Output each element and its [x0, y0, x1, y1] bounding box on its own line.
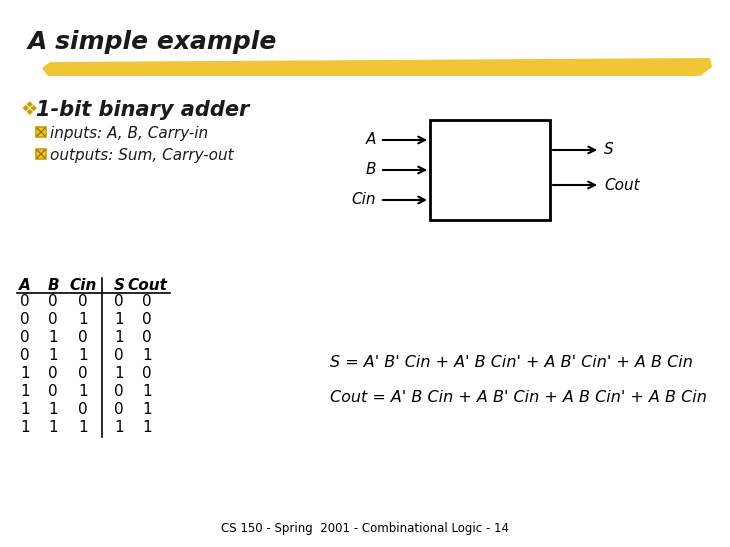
Text: CS 150 - Spring  2001 - Combinational Logic - 14: CS 150 - Spring 2001 - Combinational Log…: [221, 522, 509, 535]
Text: 0: 0: [48, 294, 58, 309]
Text: 1: 1: [48, 420, 58, 435]
Text: A simple example: A simple example: [28, 30, 277, 54]
Text: 0: 0: [114, 348, 124, 363]
Polygon shape: [42, 58, 712, 76]
Text: 1: 1: [114, 312, 124, 327]
Text: 0: 0: [20, 312, 30, 327]
Text: ❖: ❖: [20, 100, 37, 119]
Text: 0: 0: [20, 348, 30, 363]
Text: 0: 0: [142, 294, 152, 309]
Text: 0: 0: [78, 330, 88, 345]
Text: 0: 0: [142, 312, 152, 327]
Text: Cin: Cin: [352, 193, 376, 207]
Text: 1: 1: [142, 420, 152, 435]
Bar: [36, 127, 46, 137]
Text: 1: 1: [20, 384, 30, 399]
Text: A: A: [366, 132, 376, 148]
Text: S: S: [113, 278, 125, 293]
Text: 1: 1: [142, 348, 152, 363]
Text: 0: 0: [48, 384, 58, 399]
Text: 0: 0: [114, 402, 124, 417]
Text: 1: 1: [48, 330, 58, 345]
Text: S: S: [604, 143, 614, 158]
Text: 1: 1: [114, 366, 124, 381]
Text: Cin: Cin: [69, 278, 96, 293]
Text: 0: 0: [20, 330, 30, 345]
Text: 1: 1: [20, 402, 30, 417]
Bar: [36, 149, 46, 159]
Text: 1: 1: [20, 366, 30, 381]
Text: 1: 1: [78, 312, 88, 327]
Text: Cout: Cout: [127, 278, 167, 293]
Text: 0: 0: [114, 294, 124, 309]
Text: Cout: Cout: [604, 177, 639, 193]
Text: 1: 1: [78, 420, 88, 435]
Text: 0: 0: [20, 294, 30, 309]
Bar: [430, 120, 550, 220]
Text: 0: 0: [78, 294, 88, 309]
Text: A: A: [19, 278, 31, 293]
Text: 0: 0: [114, 384, 124, 399]
Text: B: B: [366, 162, 376, 177]
Text: 1: 1: [48, 348, 58, 363]
Text: 1: 1: [48, 402, 58, 417]
Text: 0: 0: [78, 366, 88, 381]
Text: 0: 0: [78, 402, 88, 417]
Text: 0: 0: [142, 366, 152, 381]
Text: S = A' B' Cin + A' B Cin' + A B' Cin' + A B Cin: S = A' B' Cin + A' B Cin' + A B' Cin' + …: [330, 355, 693, 370]
Text: 1: 1: [142, 384, 152, 399]
Text: Cout = A' B Cin + A B' Cin + A B Cin' + A B Cin: Cout = A' B Cin + A B' Cin + A B Cin' + …: [330, 390, 707, 405]
Text: 1: 1: [114, 330, 124, 345]
Text: inputs: A, B, Carry-in: inputs: A, B, Carry-in: [50, 126, 208, 141]
Text: 1: 1: [78, 384, 88, 399]
Text: 1: 1: [78, 348, 88, 363]
Text: 1: 1: [20, 420, 30, 435]
Text: B: B: [47, 278, 59, 293]
Text: outputs: Sum, Carry-out: outputs: Sum, Carry-out: [50, 148, 234, 163]
Text: 1: 1: [142, 402, 152, 417]
Text: 0: 0: [48, 366, 58, 381]
Text: 1-bit binary adder: 1-bit binary adder: [36, 100, 249, 120]
Text: 0: 0: [142, 330, 152, 345]
Text: 1: 1: [114, 420, 124, 435]
Text: 0: 0: [48, 312, 58, 327]
